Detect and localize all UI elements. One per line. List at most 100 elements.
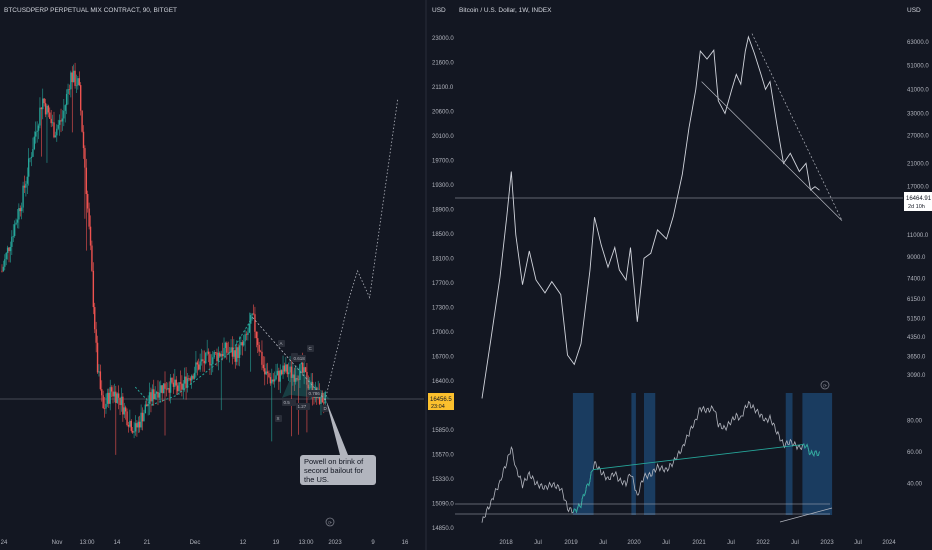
candle-body — [169, 377, 172, 393]
candle-body — [228, 351, 231, 353]
candle-body — [82, 131, 85, 149]
candle-body — [178, 382, 180, 392]
candle-body — [167, 388, 169, 390]
x-tick-label: Jul — [599, 540, 607, 546]
candle-body — [241, 342, 243, 346]
candle-body — [140, 412, 142, 428]
candle-body — [287, 372, 290, 375]
harmonic-label: A — [280, 341, 283, 346]
left-price-tick: 17300.0 — [432, 306, 454, 312]
candle-body — [56, 128, 58, 136]
candle-body — [188, 378, 190, 379]
right-replay-icon-glyph: ⟳ — [823, 384, 828, 390]
candle-body — [79, 85, 82, 111]
candle-body — [266, 371, 269, 374]
candle-body — [254, 314, 256, 332]
candle-body — [183, 376, 186, 384]
candle-body — [219, 352, 221, 357]
right-descending-trend — [701, 81, 843, 221]
candle-body — [227, 352, 229, 354]
candle-body — [174, 379, 176, 387]
right-price-tick: 63000.0 — [907, 40, 929, 46]
left-price-tick: 16700.0 — [432, 355, 454, 361]
candle-body — [271, 379, 273, 384]
candle-body — [108, 392, 110, 404]
candle-body — [258, 344, 260, 352]
candle-body — [147, 403, 149, 407]
candle-body — [109, 387, 111, 404]
left-price-tick: 21100.0 — [432, 85, 454, 91]
candle-body — [161, 385, 163, 394]
candle-body — [92, 270, 95, 308]
candle-body — [297, 379, 300, 381]
right-price-tick: 51000.0 — [907, 63, 929, 69]
candle-body — [214, 352, 217, 353]
candle-body — [248, 323, 251, 333]
candle-body — [9, 246, 12, 252]
candle-body — [105, 403, 107, 409]
candle-body — [292, 374, 294, 378]
candle-body — [226, 342, 228, 353]
right-price-tick: 3650.0 — [907, 355, 926, 361]
candle-body — [323, 402, 325, 404]
candle-body — [275, 375, 277, 380]
candle-body — [244, 334, 246, 342]
right-price-tick: 5150.0 — [907, 317, 926, 323]
left-chart-title: BTCUSDPERP PERPETUAL MIX CONTRACT, 90, B… — [4, 7, 177, 14]
btc-price-line — [481, 35, 820, 399]
candle-body — [306, 371, 308, 385]
right-price-tick: 21000.0 — [907, 161, 929, 167]
candle-body — [131, 430, 134, 433]
candle-body — [36, 130, 38, 132]
left-price-tick: 18500.0 — [432, 232, 454, 238]
harmonic-label: 1.27 — [298, 404, 307, 409]
candle-body — [273, 379, 276, 382]
harmonic-label-bg — [307, 345, 314, 352]
right-price-tick: 27000.0 — [907, 134, 929, 140]
candle-body — [106, 392, 109, 404]
candle-body — [60, 120, 62, 122]
candle-body — [175, 379, 177, 386]
x-tick-label: 13:00 — [79, 540, 95, 546]
left-replay-icon[interactable] — [325, 517, 335, 527]
candle-body — [133, 431, 135, 433]
x-tick-label: 16 — [402, 540, 409, 546]
left-price-tick: 19700.0 — [432, 159, 454, 165]
x-tick-label: 9 — [371, 540, 375, 546]
candle-body — [19, 208, 21, 212]
candle-body — [103, 408, 106, 409]
candle-body — [13, 224, 16, 236]
candle-body — [136, 423, 138, 428]
x-tick-label: Jul — [534, 540, 542, 546]
candle-body — [154, 393, 156, 400]
candle-body — [110, 387, 113, 392]
candle-body — [61, 118, 64, 122]
harmonic-label-bg — [296, 403, 310, 410]
candle-body — [67, 89, 69, 94]
candle-body — [115, 391, 117, 403]
x-tick-label: 13:00 — [298, 540, 314, 546]
candle-body — [231, 347, 234, 357]
candle-body — [25, 183, 27, 188]
candle-body — [209, 354, 211, 366]
left-price-tick: 15570.0 — [432, 453, 454, 459]
candle-body — [120, 396, 123, 405]
candle-body — [57, 124, 59, 129]
candle-body — [102, 395, 104, 409]
right-replay-icon[interactable] — [820, 380, 830, 390]
candle-body — [77, 78, 79, 86]
left-price-tick: 16400.0 — [432, 379, 454, 385]
left-price-tick: 19300.0 — [432, 183, 454, 189]
candle-body — [94, 307, 96, 330]
candle-body — [324, 392, 326, 404]
candle-body — [193, 372, 196, 379]
candle-body — [158, 392, 161, 398]
candle-body — [29, 157, 31, 159]
candle-body — [11, 236, 13, 247]
candle-body — [87, 193, 89, 209]
candle-body — [234, 350, 236, 362]
candle-body — [134, 423, 137, 432]
left-price-tick: 18900.0 — [432, 208, 454, 214]
